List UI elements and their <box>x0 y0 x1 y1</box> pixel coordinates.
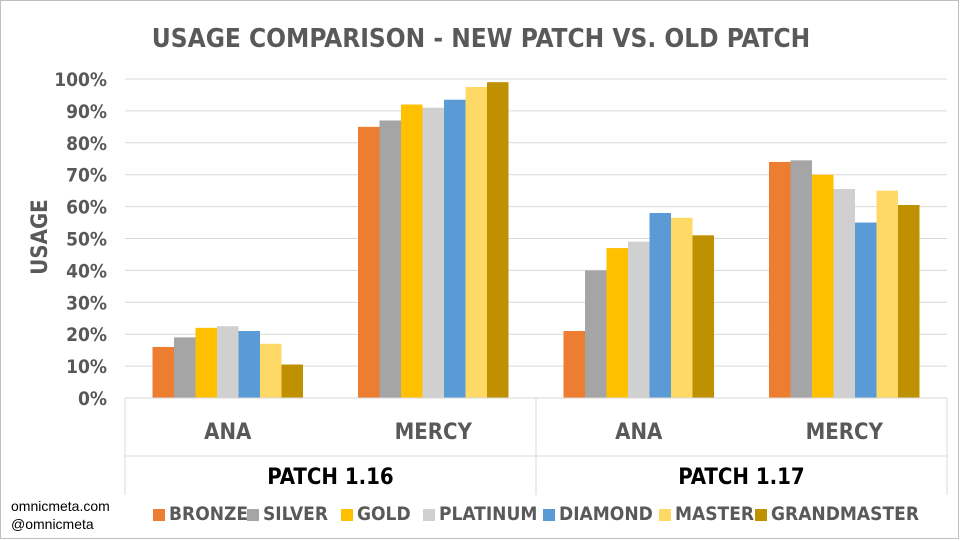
bar-bronze-3 <box>769 161 791 398</box>
bar-diamond-0 <box>238 331 260 398</box>
x-group-label: PATCH 1.17 <box>678 465 804 490</box>
credit-site: omnicmeta.com <box>11 498 110 514</box>
bar-grandmaster-2 <box>692 235 714 398</box>
x-category-label: ANA <box>204 420 252 445</box>
bar-master-0 <box>260 343 282 398</box>
bar-diamond-3 <box>855 222 877 398</box>
bar-silver-0 <box>174 337 196 398</box>
bar-silver-3 <box>790 160 812 398</box>
bar-gold-3 <box>812 174 834 398</box>
x-category-label: MERCY <box>395 420 473 445</box>
y-tick-label: 90% <box>66 101 107 123</box>
bar-gold-2 <box>606 248 628 398</box>
bar-grandmaster-3 <box>898 205 920 398</box>
bar-master-1 <box>465 86 487 398</box>
y-tick-label: 50% <box>66 229 107 251</box>
bar-master-3 <box>876 190 898 398</box>
legend-label-diamond: DIAMOND <box>559 503 653 525</box>
bar-silver-1 <box>379 120 401 398</box>
y-tick-label: 10% <box>66 356 107 378</box>
chart-title: USAGE COMPARISON - NEW PATCH VS. OLD PAT… <box>152 24 810 54</box>
y-tick-labels: 0% 10% 20% 30% 40% 50% 60% 70% 80% 90% 100% <box>54 69 107 410</box>
y-tick-label: 100% <box>54 69 107 91</box>
legend-swatch-diamond <box>543 509 555 521</box>
legend-swatch-bronze <box>153 509 165 521</box>
bar-gold-1 <box>401 104 423 399</box>
legend-label-platinum: PLATINUM <box>439 503 537 525</box>
credit-handle: @omnicmeta <box>11 516 94 532</box>
bar-bronze-1 <box>358 126 380 398</box>
x-group-label: PATCH 1.16 <box>267 465 393 490</box>
legend-label-grandmaster: GRANDMASTER <box>771 503 919 525</box>
legend-swatch-silver <box>247 509 259 521</box>
bar-diamond-1 <box>444 99 466 399</box>
bars <box>152 82 920 399</box>
legend-swatch-master <box>659 509 671 521</box>
legend-swatch-grandmaster <box>755 509 767 521</box>
y-tick-label: 70% <box>66 165 107 187</box>
legend-swatch-platinum <box>423 509 435 521</box>
bar-platinum-3 <box>833 189 855 398</box>
legend-swatch-gold <box>341 509 353 521</box>
bar-bronze-2 <box>563 331 585 398</box>
y-tick-label: 60% <box>66 197 107 219</box>
bar-bronze-0 <box>152 346 174 398</box>
bar-grandmaster-1 <box>487 82 509 398</box>
y-tick-label: 80% <box>66 133 107 155</box>
bar-diamond-2 <box>649 212 671 398</box>
bar-gold-0 <box>195 327 217 398</box>
x-category-label: MERCY <box>806 420 884 445</box>
bar-platinum-0 <box>217 326 239 398</box>
y-axis-label: USAGE <box>28 199 53 274</box>
legend-label-master: MASTER <box>675 503 754 525</box>
bar-grandmaster-0 <box>281 364 303 398</box>
bar-silver-2 <box>585 270 607 398</box>
legend: BRONZE SILVER GOLD PLATINUM DIAMOND MASTER GRA… <box>153 503 919 525</box>
y-tick-label: 30% <box>66 292 107 314</box>
legend-label-bronze: BRONZE <box>169 503 248 525</box>
y-tick-label: 0% <box>78 388 107 410</box>
y-tick-label: 20% <box>66 324 107 346</box>
bar-platinum-1 <box>422 107 444 399</box>
x-category-label: ANA <box>615 420 663 445</box>
y-tick-label: 40% <box>66 260 107 282</box>
bar-master-2 <box>671 217 693 398</box>
legend-label-gold: GOLD <box>357 503 411 525</box>
bar-platinum-2 <box>628 241 650 398</box>
legend-label-silver: SILVER <box>263 503 328 525</box>
